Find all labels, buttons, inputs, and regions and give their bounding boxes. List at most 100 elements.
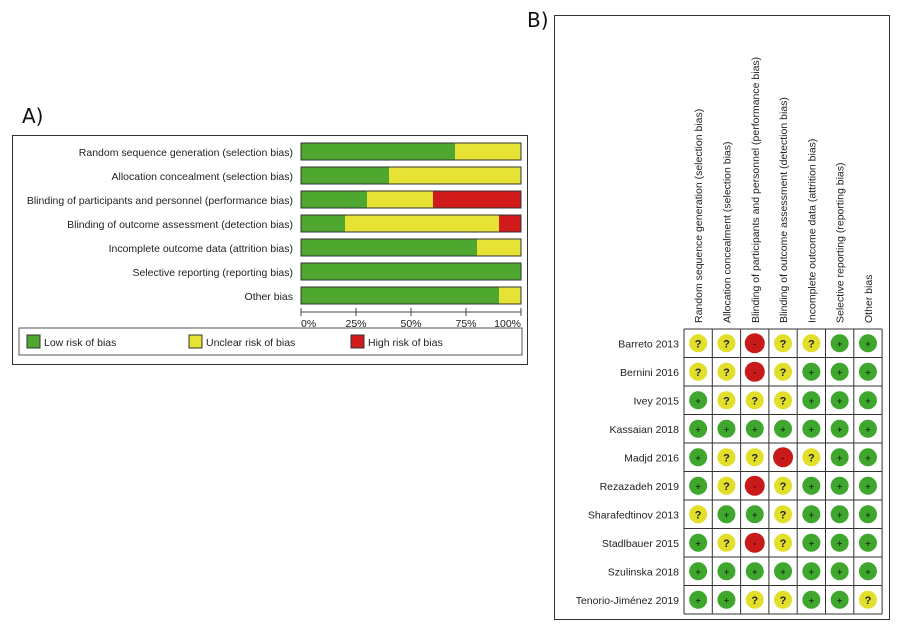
- rating-glyph: ?: [723, 452, 730, 464]
- column-header: Selective reporting (reporting bias): [835, 163, 847, 324]
- low-risk-marker: [802, 590, 821, 609]
- rating-glyph: +: [837, 424, 842, 434]
- low-risk-marker: [774, 562, 793, 581]
- rating-glyph: +: [696, 424, 701, 434]
- unclear-risk-marker: [745, 590, 764, 609]
- rating-glyph: +: [837, 595, 842, 605]
- rating-glyph: +: [780, 424, 785, 434]
- rating-glyph: +: [809, 567, 814, 577]
- rating-glyph: ?: [695, 367, 702, 379]
- bar-segment: [433, 191, 521, 208]
- bar-segment: [301, 263, 521, 280]
- rating-glyph: +: [837, 339, 842, 349]
- low-risk-marker: [689, 590, 708, 609]
- rating-glyph: +: [809, 396, 814, 406]
- bar-segment: [367, 191, 433, 208]
- rating-glyph: ?: [780, 509, 787, 521]
- rating-glyph: ?: [780, 538, 787, 550]
- low-risk-marker: [830, 505, 849, 524]
- low-risk-marker: [858, 362, 877, 381]
- rating-glyph: ?: [695, 509, 702, 521]
- rating-glyph: +: [865, 567, 870, 577]
- rating-glyph: +: [809, 367, 814, 377]
- rating-glyph: +: [696, 453, 701, 463]
- rating-glyph: ?: [751, 452, 758, 464]
- low-risk-marker: [830, 476, 849, 495]
- low-risk-marker: [745, 505, 764, 524]
- low-risk-marker: [689, 533, 708, 552]
- panel-b-label: B): [527, 8, 549, 32]
- rating-glyph: +: [696, 481, 701, 491]
- rating-glyph: ?: [695, 338, 702, 350]
- rating-glyph: +: [696, 538, 701, 548]
- rating-glyph: +: [752, 510, 757, 520]
- rating-glyph: +: [837, 538, 842, 548]
- rating-glyph: +: [837, 396, 842, 406]
- rating-glyph: ?: [865, 595, 872, 607]
- low-risk-marker: [802, 505, 821, 524]
- column-header: Incomplete outcome data (attrition bias): [806, 139, 818, 323]
- bar-segment: [477, 239, 521, 256]
- rating-glyph: +: [837, 481, 842, 491]
- low-risk-marker: [689, 476, 708, 495]
- column-header: Other bias: [863, 275, 875, 323]
- study-label: Madjd 2016: [624, 452, 679, 464]
- bar-segment: [301, 167, 389, 184]
- bar-outline: [300, 190, 522, 209]
- low-risk-marker: [745, 562, 764, 581]
- low-risk-marker: [802, 419, 821, 438]
- legend-box: [18, 327, 523, 356]
- low-risk-marker: [689, 391, 708, 410]
- rating-glyph: +: [837, 453, 842, 463]
- bar-segment: [301, 143, 455, 160]
- study-label: Tenorio-Jiménez 2019: [576, 595, 679, 607]
- bar-segment: [301, 239, 477, 256]
- rating-glyph: +: [696, 567, 701, 577]
- low-risk-marker: [802, 562, 821, 581]
- low-risk-marker: [858, 533, 877, 552]
- rating-glyph: +: [865, 538, 870, 548]
- legend-swatch: [26, 334, 41, 349]
- unclear-risk-marker: [717, 476, 736, 495]
- unclear-risk-marker: [717, 334, 736, 353]
- rating-glyph: ?: [723, 538, 730, 550]
- category-label: Allocation concealment (selection bias): [111, 171, 293, 183]
- unclear-risk-marker: [689, 334, 708, 353]
- panel-a-label: A): [22, 104, 44, 128]
- bar-segment: [301, 287, 499, 304]
- rating-glyph: +: [724, 595, 729, 605]
- unclear-risk-marker: [774, 505, 793, 524]
- rating-glyph: -: [753, 367, 756, 377]
- bar-outline: [300, 286, 522, 305]
- low-risk-marker: [830, 334, 849, 353]
- low-risk-marker: [689, 562, 708, 581]
- bar-segment: [499, 287, 521, 304]
- rating-glyph: +: [865, 424, 870, 434]
- high-risk-marker: [744, 361, 765, 382]
- rating-glyph: +: [724, 510, 729, 520]
- rating-glyph: +: [724, 567, 729, 577]
- low-risk-marker: [858, 419, 877, 438]
- low-risk-marker: [858, 505, 877, 524]
- low-risk-marker: [717, 562, 736, 581]
- study-label: Stadlbauer 2015: [602, 538, 679, 550]
- low-risk-marker: [717, 419, 736, 438]
- rating-glyph: ?: [780, 595, 787, 607]
- rating-glyph: ?: [808, 338, 815, 350]
- bar-outline: [300, 166, 522, 185]
- rating-glyph: +: [696, 595, 701, 605]
- rating-glyph: ?: [723, 367, 730, 379]
- unclear-risk-marker: [745, 391, 764, 410]
- low-risk-marker: [717, 590, 736, 609]
- rating-glyph: +: [865, 481, 870, 491]
- unclear-risk-marker: [717, 448, 736, 467]
- category-label: Blinding of outcome assessment (detectio…: [67, 219, 293, 231]
- low-risk-marker: [689, 448, 708, 467]
- low-risk-marker: [689, 419, 708, 438]
- rating-glyph: +: [780, 567, 785, 577]
- low-risk-marker: [802, 476, 821, 495]
- unclear-risk-marker: [858, 590, 877, 609]
- unclear-risk-marker: [689, 505, 708, 524]
- low-risk-marker: [830, 590, 849, 609]
- rating-glyph: +: [809, 510, 814, 520]
